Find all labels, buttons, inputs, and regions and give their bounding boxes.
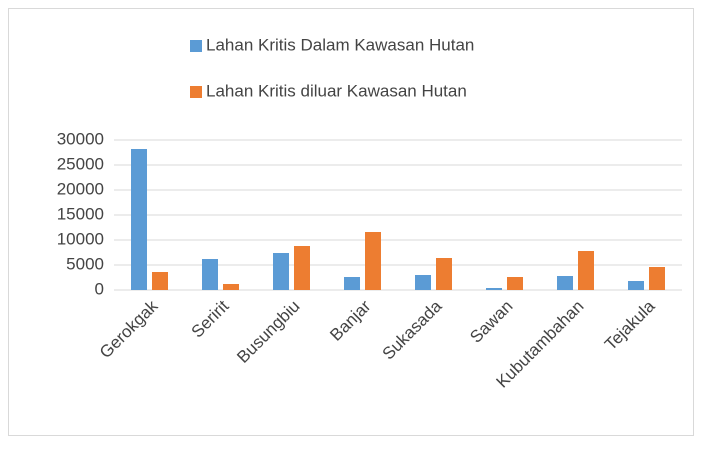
y-tick-label: 10000 — [57, 229, 104, 248]
bar — [578, 251, 594, 290]
bar — [557, 276, 573, 290]
legend-swatch — [190, 86, 202, 98]
bar — [365, 232, 381, 290]
bar — [223, 284, 239, 290]
y-tick-label: 5000 — [66, 254, 104, 273]
bar — [436, 258, 452, 290]
bar — [344, 277, 360, 290]
y-tick-label: 25000 — [57, 154, 104, 173]
bar — [628, 281, 644, 290]
bar — [294, 246, 310, 290]
y-tick-label: 30000 — [57, 129, 104, 148]
y-tick-label: 20000 — [57, 179, 104, 198]
bar — [507, 277, 523, 290]
bar — [202, 259, 218, 290]
bar — [152, 272, 168, 290]
bar — [486, 288, 502, 290]
bar — [131, 149, 147, 290]
chart-frame — [8, 8, 694, 436]
bar — [415, 275, 431, 290]
legend-label: Lahan Kritis Dalam Kawasan Hutan — [206, 35, 474, 54]
bar — [649, 267, 665, 290]
legend-label: Lahan Kritis diluar Kawasan Hutan — [206, 81, 467, 100]
bar — [273, 253, 289, 290]
y-tick-label: 0 — [95, 279, 104, 298]
legend-swatch — [190, 40, 202, 52]
y-tick-label: 15000 — [57, 204, 104, 223]
